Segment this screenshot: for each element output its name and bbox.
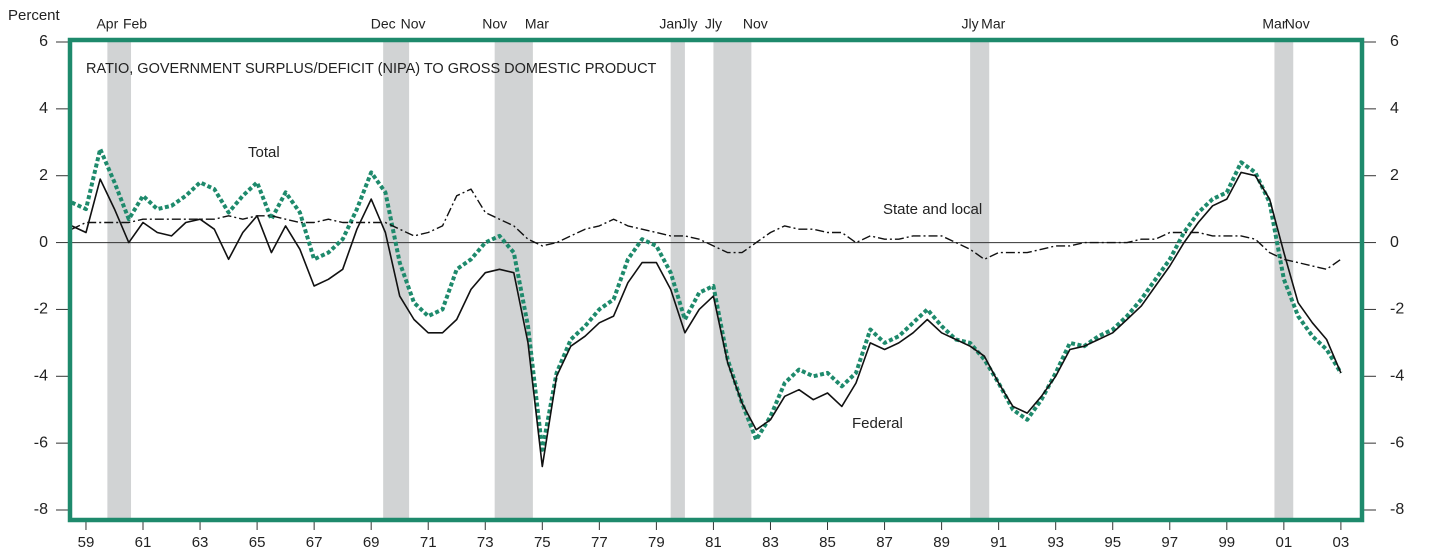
y2-tick-label: 0 [1390, 234, 1399, 251]
y-tick-label: -4 [34, 368, 48, 385]
series-line [70, 147, 1343, 452]
x-tick-label: 87 [876, 534, 893, 551]
y-tick-label: 2 [39, 167, 48, 184]
recession-end-label: Nov [743, 16, 768, 32]
y2-tick-label: 6 [1390, 33, 1399, 50]
x-tick-label: 67 [306, 534, 323, 551]
recession-start-label: Jan [659, 16, 682, 32]
x-tick-label: 63 [192, 534, 209, 551]
recession-start-label: Nov [482, 16, 507, 32]
recession-end-label: Feb [123, 16, 147, 32]
y-tick-label: -8 [34, 501, 48, 518]
x-tick-label: 03 [1333, 534, 1350, 551]
plot-frame [67, 37, 1365, 523]
x-tick-label: 95 [1104, 534, 1121, 551]
recession-end-label: Mar [981, 16, 1005, 32]
x-tick-label: 65 [249, 534, 266, 551]
recession-band [713, 40, 752, 520]
recession-start-label: Apr [96, 16, 118, 32]
y-tick-label: 0 [39, 234, 48, 251]
x-tick-label: 59 [78, 534, 95, 551]
x-tick-label: 83 [762, 534, 779, 551]
y2-tick-label: 2 [1390, 167, 1399, 184]
x-tick-label: 01 [1276, 534, 1293, 551]
recession-end-label: Mar [525, 16, 549, 32]
recession-band [107, 40, 132, 520]
y-tick-label: -6 [34, 434, 48, 451]
y-tick-label: 6 [39, 33, 48, 50]
y2-tick-label: -2 [1390, 301, 1404, 318]
x-tick-label: 85 [819, 534, 836, 551]
recession-end-label: Nov [1285, 16, 1310, 32]
recession-start-label: Jly [705, 16, 722, 32]
y-axis-label: Percent [8, 7, 61, 24]
x-tick-label: 79 [648, 534, 665, 551]
x-tick-label: 75 [534, 534, 551, 551]
x-tick-label: 77 [591, 534, 608, 551]
x-tick-label: 99 [1218, 534, 1235, 551]
x-tick-label: 81 [705, 534, 722, 551]
x-tick-label: 73 [477, 534, 494, 551]
y2-tick-label: -6 [1390, 434, 1404, 451]
series-annotation: State and local [883, 201, 982, 218]
recession-start-label: Jly [962, 16, 979, 32]
series-annotation: Federal [852, 415, 903, 432]
recession-band [970, 40, 990, 520]
y2-tick-label: -8 [1390, 501, 1404, 518]
x-tick-label: 69 [363, 534, 380, 551]
recession-start-label: Mar [1262, 16, 1286, 32]
x-tick-label: 61 [135, 534, 152, 551]
recession-start-label: Dec [371, 16, 396, 32]
recession-end-label: Nov [401, 16, 426, 32]
x-tick-label: 89 [933, 534, 950, 551]
y2-tick-label: -4 [1390, 368, 1404, 385]
x-tick-label: 91 [990, 534, 1007, 551]
recession-end-label: Jly [680, 16, 697, 32]
series-line [71, 171, 1342, 468]
y-tick-label: 4 [39, 100, 48, 117]
y-tick-label: -2 [34, 301, 48, 318]
series-annotation: Total [248, 144, 280, 161]
recession-band [670, 40, 685, 520]
series-line [71, 188, 1342, 270]
x-tick-label: 93 [1047, 534, 1064, 551]
x-tick-label: 97 [1161, 534, 1178, 551]
chart-title: RATIO, GOVERNMENT SURPLUS/DEFICIT (NIPA)… [86, 61, 657, 77]
x-tick-label: 71 [420, 534, 437, 551]
recession-band [494, 40, 533, 520]
y2-tick-label: 4 [1390, 100, 1399, 117]
